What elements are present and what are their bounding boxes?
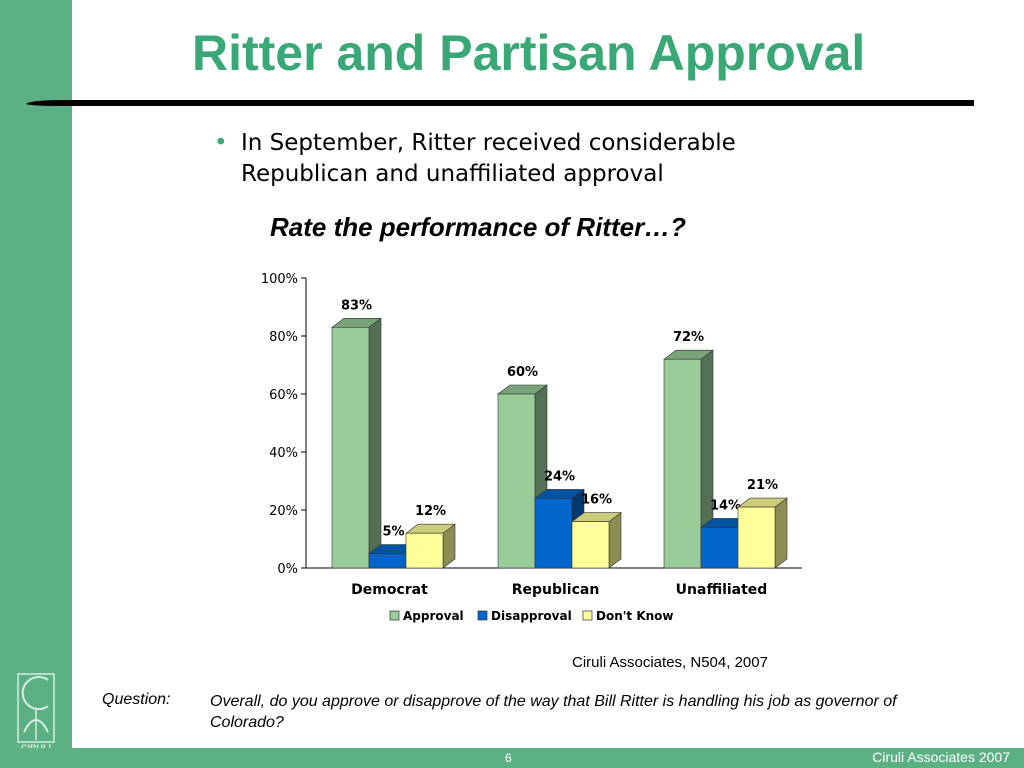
bottom-decor-band xyxy=(0,748,1024,768)
approval-bar-chart: 0% 20% 40% 60% 80% 100% 83% 5% 12% Democrat 60% 24%… xyxy=(261,272,802,623)
page-number: 6 xyxy=(505,751,512,765)
bar-approval xyxy=(497,384,548,569)
data-label: 14% xyxy=(710,498,741,513)
bar-approval xyxy=(663,349,714,569)
y-tick-label: 0% xyxy=(277,562,298,577)
x-category-label: Unaffiliated xyxy=(676,582,768,598)
bar-dont-know xyxy=(571,512,622,569)
bullet-point: • In September, Ritter received consider… xyxy=(214,128,854,190)
data-label: 60% xyxy=(507,365,538,380)
y-tick-label: 80% xyxy=(269,330,298,345)
data-label: 24% xyxy=(544,469,575,484)
bar-dont-know xyxy=(405,523,456,569)
data-label: 21% xyxy=(747,478,778,493)
bullet-text: In September, Ritter received considerab… xyxy=(241,130,736,187)
bullet-dot-icon: • xyxy=(214,130,228,156)
y-tick-label: 20% xyxy=(269,504,298,519)
question-label: Question: xyxy=(102,691,171,708)
legend-swatch xyxy=(477,610,488,621)
ciruli-logo: CIRULI ASSOCIATES xyxy=(17,673,55,759)
legend-item: Disapproval xyxy=(477,609,572,623)
legend-label: Disapproval xyxy=(491,609,572,623)
data-label: 12% xyxy=(415,504,446,519)
title-divider xyxy=(26,100,974,106)
legend-item: Don't Know xyxy=(582,609,674,623)
question-text: Overall, do you approve or disapprove of… xyxy=(210,693,897,731)
data-label: 16% xyxy=(581,493,612,508)
source-citation: Ciruli Associates, N504, 2007 xyxy=(572,654,768,671)
y-tick-label: 100% xyxy=(261,272,298,287)
y-tick-label: 40% xyxy=(269,446,298,461)
bar-approval xyxy=(331,317,382,569)
footer-organization: Ciruli Associates 2007 xyxy=(872,749,1010,765)
legend-swatch xyxy=(582,610,593,621)
legend-label: Don't Know xyxy=(596,609,674,623)
left-decor-band xyxy=(0,0,72,768)
chart-question-subtitle: Rate the performance of Ritter…? xyxy=(270,212,687,242)
y-tick-label: 60% xyxy=(269,388,298,403)
data-label: 5% xyxy=(382,525,404,540)
page-title: Ritter and Partisan Approval xyxy=(192,25,866,81)
bar-dont-know xyxy=(737,497,788,569)
legend-label: Approval xyxy=(403,609,464,623)
data-label: 72% xyxy=(673,330,704,345)
x-category-label: Republican xyxy=(512,582,600,598)
x-category-label: Democrat xyxy=(351,582,428,598)
legend-swatch xyxy=(389,610,400,621)
legend-item: Approval xyxy=(389,609,464,623)
data-label: 83% xyxy=(341,298,372,313)
